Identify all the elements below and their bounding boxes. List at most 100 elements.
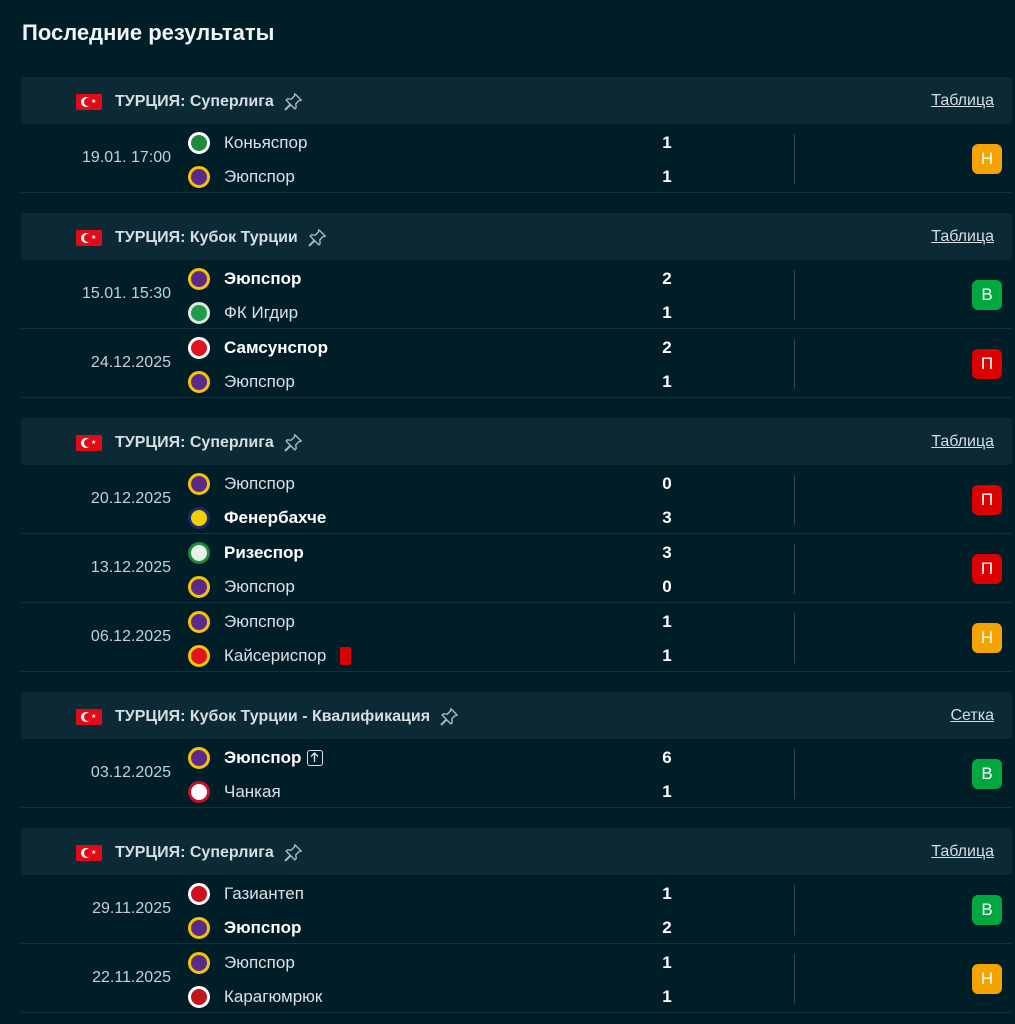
- league-header: ★ ТУРЦИЯ: Кубок Турции - Квалификация Сетк…: [21, 692, 1012, 739]
- rizespor-logo: [188, 542, 210, 564]
- league-name[interactable]: ТУРЦИЯ: Суперлига: [115, 91, 304, 113]
- league-name[interactable]: ТУРЦИЯ: Кубок Турции - Квалификация: [115, 706, 460, 728]
- team-away[interactable]: Эюпспор: [188, 370, 295, 394]
- team-away[interactable]: Эюпспор: [188, 575, 295, 599]
- team-name: ФК Игдир: [224, 303, 299, 322]
- eyupspor-logo: [188, 166, 210, 188]
- pin-icon[interactable]: [306, 227, 328, 249]
- result-badge: В: [972, 280, 1002, 310]
- league-header: ★ ТУРЦИЯ: Суперлига Таблица: [21, 828, 1012, 875]
- standings-link[interactable]: Таблица: [931, 228, 994, 245]
- result-badge: В: [972, 759, 1002, 789]
- standings-link[interactable]: Таблица: [931, 843, 994, 860]
- team-away[interactable]: Эюпспор: [188, 916, 301, 940]
- home-score: 2: [662, 269, 672, 288]
- match-row[interactable]: 24.12.2025 Самсунспор Эюпспор 2 1 П: [21, 329, 1012, 398]
- away-score: 3: [662, 508, 672, 527]
- team-away[interactable]: Фенербахче: [188, 506, 326, 530]
- team-home[interactable]: Эюпспор: [188, 472, 295, 496]
- turkey-flag-icon: ★: [76, 230, 102, 246]
- team-home[interactable]: Эюпспор: [188, 746, 324, 770]
- team-name: Самсунспор: [224, 338, 328, 357]
- home-score: 2: [662, 338, 672, 357]
- team-away[interactable]: Карагюмрюк: [188, 985, 322, 1009]
- league-name[interactable]: ТУРЦИЯ: Суперлига: [115, 432, 304, 454]
- team-name: Эюпспор: [224, 167, 295, 186]
- league-title: ТУРЦИЯ: Суперлига: [115, 844, 274, 862]
- team-name: Ризеспор: [224, 543, 304, 562]
- team-home[interactable]: Эюпспор: [188, 267, 301, 291]
- team-home[interactable]: Эюпспор: [188, 951, 295, 975]
- divider: [794, 954, 795, 1004]
- match-date: 13.12.2025: [90, 559, 171, 576]
- page-title: Последние результаты: [22, 20, 275, 45]
- team-name: Коньяспор: [224, 133, 308, 152]
- match-row[interactable]: 13.12.2025 Ризеспор Эюпспор 3 0 П: [21, 534, 1012, 603]
- pin-icon[interactable]: [282, 432, 304, 454]
- away-score: 1: [662, 167, 672, 186]
- turkey-flag-icon: ★: [76, 845, 102, 861]
- pin-icon[interactable]: [438, 706, 460, 728]
- match-row[interactable]: 19.01. 17:00 Коньяспор Эюпспор 1 1 Н: [21, 124, 1012, 193]
- match-date: 29.11.2025: [92, 900, 171, 917]
- advanced-icon: [307, 750, 324, 766]
- away-score: 1: [662, 372, 672, 391]
- away-score: 2: [662, 918, 672, 937]
- team-home[interactable]: Газиантеп: [188, 882, 304, 906]
- home-score: 1: [662, 953, 672, 972]
- divider: [794, 613, 795, 663]
- match-row[interactable]: 06.12.2025 Эюпспор Кайсериспор 1 1 Н: [21, 603, 1012, 672]
- match-date: 20.12.2025: [90, 490, 171, 507]
- team-away[interactable]: ФК Игдир: [188, 301, 298, 325]
- team-name: Эюпспор: [224, 372, 295, 391]
- team-home[interactable]: Эюпспор: [188, 610, 295, 634]
- team-name: Эюпспор: [224, 269, 302, 288]
- divider: [794, 544, 795, 594]
- match-row[interactable]: 20.12.2025 Эюпспор Фенербахче 0 3 П: [21, 465, 1012, 534]
- team-away[interactable]: Эюпспор: [188, 165, 295, 189]
- home-score: 1: [662, 133, 672, 152]
- league-name[interactable]: ТУРЦИЯ: Кубок Турции: [115, 227, 328, 249]
- team-home[interactable]: Коньяспор: [188, 131, 307, 155]
- bracket-link[interactable]: Сетка: [950, 707, 995, 724]
- team-away[interactable]: Кайсериспор: [188, 644, 352, 668]
- fenerbahce-logo: [188, 507, 210, 529]
- team-name: Карагюмрюк: [224, 987, 323, 1006]
- eyupspor-logo: [188, 268, 210, 290]
- away-score: 1: [662, 782, 672, 801]
- match-date: 19.01. 17:00: [82, 149, 171, 166]
- home-score: 0: [662, 474, 672, 493]
- standings-link[interactable]: Таблица: [931, 433, 994, 450]
- match-row[interactable]: 15.01. 15:30 Эюпспор ФК Игдир 2 1 В: [21, 260, 1012, 329]
- team-name: Эюпспор: [224, 577, 295, 596]
- match-row[interactable]: 29.11.2025 Газиантеп Эюпспор 1 2 В: [21, 875, 1012, 944]
- result-badge: Н: [972, 964, 1002, 994]
- eyupspor-logo: [188, 576, 210, 598]
- result-badge: П: [972, 349, 1002, 379]
- league-header: ★ ТУРЦИЯ: Кубок Турции Таблица: [21, 213, 1012, 260]
- match-row[interactable]: 22.11.2025 Эюпспор Карагюмрюк 1 1 Н: [21, 944, 1012, 1013]
- turkey-flag-icon: ★: [76, 94, 102, 110]
- league-title: ТУРЦИЯ: Кубок Турции - Квалификация: [115, 708, 431, 726]
- home-score: 1: [662, 612, 672, 631]
- match-date: 06.12.2025: [90, 628, 171, 645]
- team-name: Кайсериспор: [224, 646, 327, 665]
- eyupspor-logo: [188, 473, 210, 495]
- team-name: Эюпспор: [224, 748, 302, 767]
- konyaspor-logo: [188, 132, 210, 154]
- league-name[interactable]: ТУРЦИЯ: Суперлига: [115, 842, 304, 864]
- kayserispor-logo: [188, 645, 210, 667]
- team-home[interactable]: Самсунспор: [188, 336, 328, 360]
- match-row[interactable]: 03.12.2025 Эюпспор Чанкая 6 1 В: [21, 739, 1012, 808]
- pin-icon[interactable]: [282, 842, 304, 864]
- team-away[interactable]: Чанкая: [188, 780, 281, 804]
- standings-link[interactable]: Таблица: [931, 92, 994, 109]
- team-home[interactable]: Ризеспор: [188, 541, 304, 565]
- result-badge: П: [972, 485, 1002, 515]
- samsunspor-logo: [188, 337, 210, 359]
- cankaya-logo: [188, 781, 210, 803]
- eyupspor-logo: [188, 747, 210, 769]
- league-title: ТУРЦИЯ: Суперлига: [115, 93, 274, 111]
- pin-icon[interactable]: [282, 91, 304, 113]
- away-score: 1: [662, 646, 672, 665]
